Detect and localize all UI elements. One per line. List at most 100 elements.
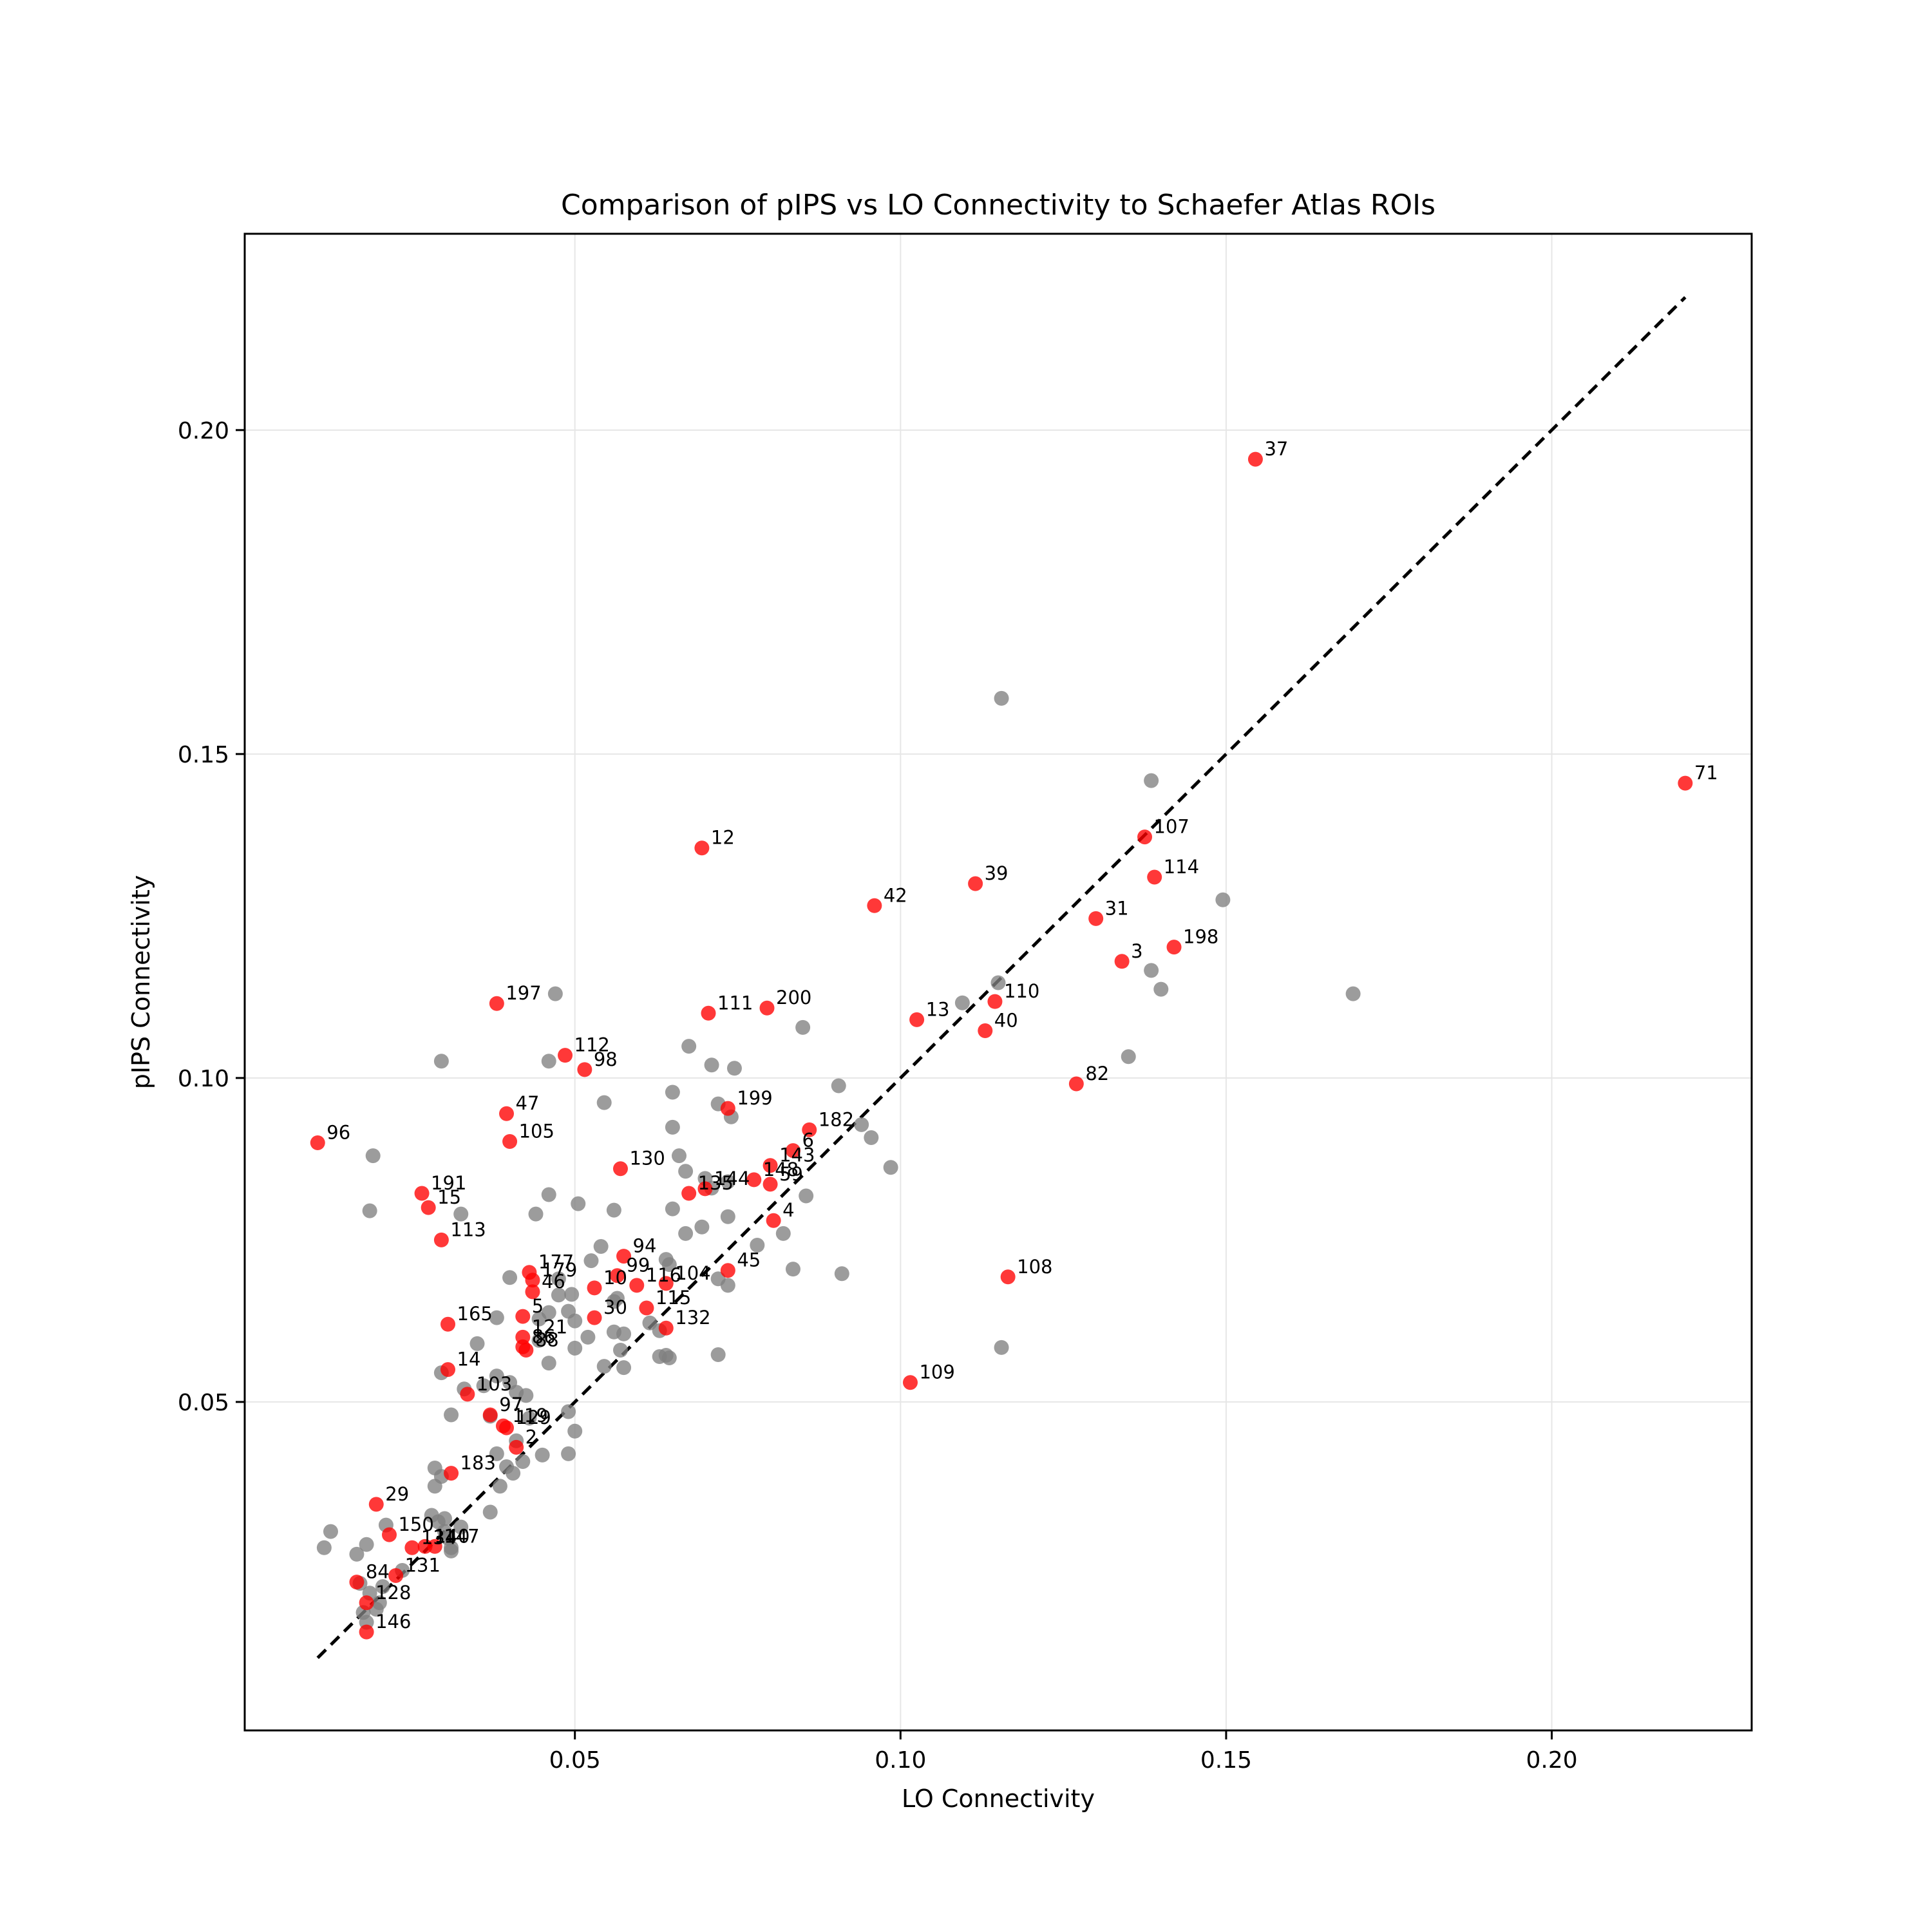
red-point — [697, 1181, 713, 1197]
red-point-label: 105 — [519, 1120, 554, 1142]
red-point — [515, 1309, 531, 1324]
red-point — [359, 1624, 374, 1640]
red-point-label: 128 — [375, 1582, 411, 1604]
red-point-label: 111 — [717, 992, 753, 1014]
gray-point — [571, 1196, 586, 1211]
red-point — [359, 1595, 374, 1611]
red-point — [310, 1135, 325, 1151]
gray-point — [726, 1061, 742, 1076]
red-point — [720, 1263, 735, 1278]
red-point-label: 110 — [1004, 980, 1039, 1002]
gray-point — [580, 1329, 596, 1345]
red-point-label: 82 — [1085, 1063, 1109, 1084]
red-point-label: 134 — [421, 1526, 457, 1548]
gray-point — [453, 1206, 469, 1222]
red-point — [1114, 954, 1130, 969]
gray-point — [720, 1209, 735, 1224]
gray-point — [349, 1546, 365, 1562]
gray-point — [365, 1148, 381, 1164]
red-point — [404, 1540, 420, 1555]
gray-point — [854, 1117, 869, 1132]
red-point-label: 88 — [535, 1329, 559, 1350]
red-point — [440, 1316, 456, 1332]
gray-point — [469, 1336, 485, 1351]
red-point-label: 140 — [434, 1525, 469, 1547]
gray-point — [489, 1310, 504, 1325]
red-point-label: 15 — [437, 1186, 461, 1208]
red-point-label: 6 — [802, 1130, 813, 1151]
x-tick-label: 0.20 — [1526, 1747, 1577, 1774]
gray-point — [994, 690, 1009, 706]
y-tick-label: 0.05 — [178, 1390, 229, 1416]
gray-point — [551, 1287, 566, 1303]
red-point-label: 5 — [532, 1295, 544, 1317]
gray-point — [506, 1466, 521, 1481]
gray-point — [678, 1164, 694, 1179]
gray-point — [596, 1359, 612, 1374]
gray-point — [864, 1130, 879, 1145]
gray-point — [375, 1579, 390, 1595]
gray-point — [694, 1219, 710, 1235]
gray-point — [661, 1257, 677, 1273]
x-tick-label: 0.05 — [549, 1747, 601, 1774]
red-point — [785, 1143, 800, 1159]
red-point — [694, 840, 710, 856]
red-point-label: 29 — [385, 1483, 409, 1505]
red-point-label: 45 — [737, 1249, 761, 1271]
red-point — [978, 1023, 993, 1038]
red-point — [414, 1186, 430, 1201]
gray-point — [541, 1356, 556, 1371]
gray-point — [359, 1537, 374, 1552]
red-point-label: 182 — [819, 1108, 854, 1130]
red-point-label: 10 — [603, 1267, 627, 1289]
gray-point — [531, 1311, 547, 1327]
gray-point — [541, 1054, 556, 1069]
red-point-label: 165 — [457, 1303, 493, 1325]
y-tick-label: 0.15 — [178, 742, 229, 768]
gray-point — [551, 1271, 566, 1287]
red-point-label: 148 — [763, 1159, 799, 1180]
y-tick-label: 0.10 — [178, 1066, 229, 1092]
diagonal-dashed-line — [316, 296, 1687, 1660]
red-point — [1137, 829, 1153, 845]
gray-point — [593, 1238, 609, 1254]
gray-point — [671, 1148, 687, 1164]
gray-point — [427, 1479, 442, 1494]
red-point — [629, 1278, 645, 1293]
gray-point — [567, 1340, 583, 1356]
gray-point — [476, 1378, 491, 1394]
red-point — [762, 1158, 778, 1173]
gray-point — [316, 1540, 332, 1555]
gray-point — [606, 1202, 621, 1218]
red-point-label: 135 — [698, 1172, 734, 1194]
red-point-label: 177 — [538, 1251, 574, 1273]
red-point-label: 2 — [526, 1426, 537, 1448]
red-point — [987, 994, 1003, 1009]
gray-point — [492, 1479, 507, 1494]
gray-point — [362, 1203, 377, 1218]
gray-point — [750, 1237, 765, 1253]
red-point — [509, 1439, 524, 1455]
red-point-label: 144 — [714, 1168, 750, 1189]
red-point — [658, 1276, 674, 1291]
red-point-label: 3 — [1131, 940, 1142, 962]
gray-point — [785, 1262, 800, 1277]
red-point-label: 108 — [1017, 1256, 1052, 1278]
red-point — [720, 1101, 735, 1116]
gray-point — [531, 1332, 547, 1348]
red-point-label: 99 — [626, 1255, 650, 1276]
x-axis-label: LO Connectivity — [902, 1785, 1095, 1813]
gray-point — [1153, 981, 1169, 997]
red-point-label: 30 — [603, 1296, 627, 1318]
red-point-label: 59 — [779, 1163, 803, 1185]
red-point-label: 200 — [776, 987, 811, 1009]
red-point-label: 103 — [477, 1373, 512, 1395]
grid-lines — [245, 234, 1752, 1730]
y-tick-label: 0.20 — [178, 418, 229, 444]
red-point — [1088, 911, 1104, 926]
x-tick-label: 0.15 — [1200, 1747, 1252, 1774]
red-point-label: 31 — [1105, 897, 1129, 919]
red-point — [349, 1575, 365, 1590]
red-point-label: 37 — [1264, 438, 1288, 460]
gray-point — [502, 1270, 518, 1285]
